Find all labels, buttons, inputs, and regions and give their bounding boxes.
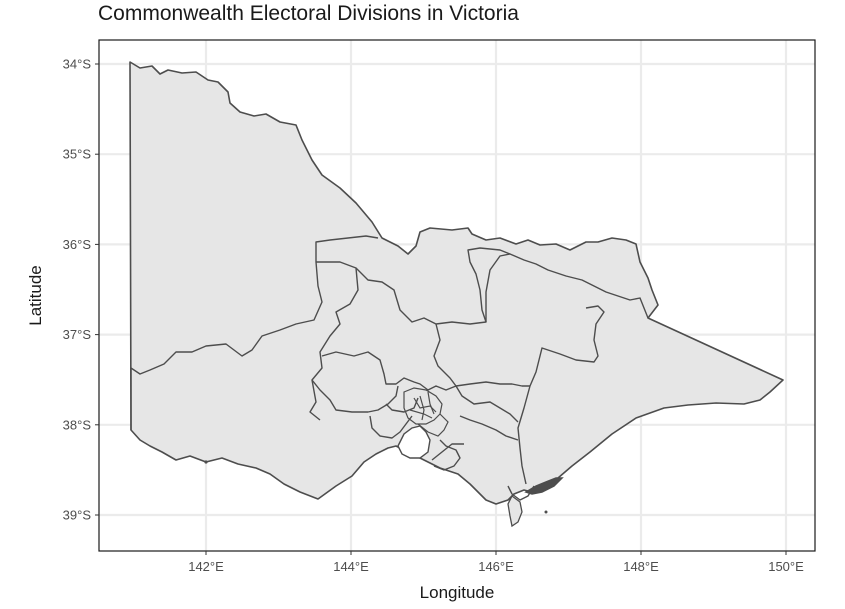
boundary-dunkley (433, 439, 461, 471)
y-tick-label: 37°S (63, 327, 92, 342)
wilsons-promontory (507, 495, 523, 528)
port-phillip-bay (397, 425, 431, 459)
boundary-nicholls-west (309, 261, 359, 421)
y-tick-label: 36°S (63, 237, 92, 252)
boundary-casey (455, 385, 519, 423)
axes: 142°E 144°E 146°E 148°E 150°E 34°S 35°S 36°S 37°… (26, 57, 804, 603)
victoria-outline (129, 61, 784, 505)
island-lady-julia-percy (204, 460, 208, 464)
x-tick-label: 142°E (188, 559, 224, 574)
x-tick-label: 146°E (478, 559, 514, 574)
y-tick-label: 38°S (63, 417, 92, 432)
y-tick-label: 39°S (63, 508, 92, 523)
division-boundaries (130, 235, 649, 501)
boundary-ballarat (321, 351, 457, 391)
boundary-lalor (385, 397, 419, 413)
metro-melbourne-divisions (403, 387, 449, 437)
boundary-metro-4 (419, 395, 425, 421)
boundary-flinders (431, 443, 464, 461)
boundary-metro-5 (427, 391, 435, 415)
x-axis-title: Longitude (420, 583, 495, 602)
boundary-indi (485, 253, 649, 322)
boundary-mallee (130, 235, 379, 375)
boundary-latrobe (459, 415, 519, 441)
boundary-metro-3 (409, 409, 433, 419)
corner-inlet (524, 477, 564, 495)
map-title: Commonwealth Electoral Divisions in Vict… (98, 2, 519, 25)
island-small (544, 510, 548, 514)
x-tick-label: 148°E (623, 559, 659, 574)
y-axis-title: Latitude (26, 265, 45, 326)
victoria-map (129, 61, 784, 528)
boundary-bendigo (355, 247, 511, 325)
boundary-corio (369, 415, 413, 439)
boundary-metro-6 (417, 413, 449, 437)
x-tick-label: 150°E (768, 559, 804, 574)
boundary-metro-1 (403, 387, 443, 425)
x-tick-label: 144°E (333, 559, 369, 574)
boundary-metro-2 (413, 397, 437, 413)
boundary-mcewen (433, 323, 530, 387)
boundary-corangamite (311, 379, 399, 413)
y-tick-label: 35°S (63, 147, 92, 162)
boundary-gippsland (517, 305, 605, 485)
y-tick-label: 34°S (63, 57, 92, 72)
plot-panel-border (98, 39, 816, 552)
